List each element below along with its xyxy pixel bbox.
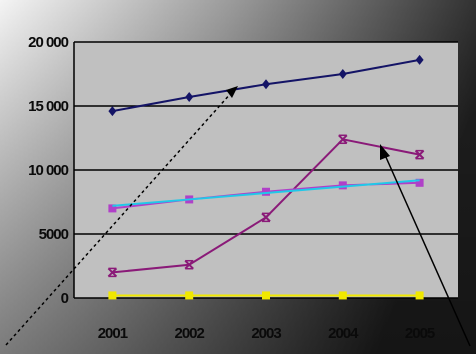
data-point xyxy=(262,187,270,196)
data-point xyxy=(415,54,424,65)
x-tick-label: 2003 xyxy=(251,325,281,342)
x-tick-label: 2004 xyxy=(328,325,359,342)
y-tick-label: 5000 xyxy=(39,226,69,243)
y-tick-label: 0 xyxy=(61,290,69,307)
data-point xyxy=(108,106,117,117)
series-1 xyxy=(108,54,424,117)
data-point xyxy=(262,291,270,300)
y-axis-tick-labels: 0 5000 10 000 15 000 20 000 xyxy=(28,34,70,307)
x-axis-tick-labels: 2001 2002 2003 2004 2005 xyxy=(98,325,436,342)
series-2 xyxy=(107,134,425,278)
data-point xyxy=(185,92,194,103)
x-tick-label: 2001 xyxy=(98,325,128,342)
data-point xyxy=(415,178,424,187)
data-point xyxy=(338,69,347,79)
series-4 xyxy=(112,179,420,207)
data-point xyxy=(338,291,347,300)
data-point xyxy=(338,181,347,190)
series-line xyxy=(112,179,420,207)
data-point xyxy=(338,134,348,145)
data-point xyxy=(108,204,117,213)
data-point xyxy=(262,79,270,90)
series-5 xyxy=(108,291,424,300)
series-layer xyxy=(107,54,425,300)
gridlines xyxy=(73,41,458,299)
annotation-arrow-right xyxy=(380,144,471,347)
data-point xyxy=(415,291,424,300)
data-point xyxy=(184,259,194,270)
data-point xyxy=(107,267,118,278)
y-tick-label: 20 000 xyxy=(28,34,69,51)
data-point xyxy=(414,149,425,160)
annotation-arrow-left xyxy=(5,86,238,346)
y-tick-label: 15 000 xyxy=(28,98,69,115)
y-tick-label: 10 000 xyxy=(28,162,69,179)
data-point xyxy=(185,291,194,300)
data-point xyxy=(108,291,117,300)
x-tick-label: 2005 xyxy=(405,325,435,342)
x-tick-label: 2002 xyxy=(175,325,205,342)
data-point xyxy=(261,212,271,223)
annotation-arrows xyxy=(5,86,471,347)
